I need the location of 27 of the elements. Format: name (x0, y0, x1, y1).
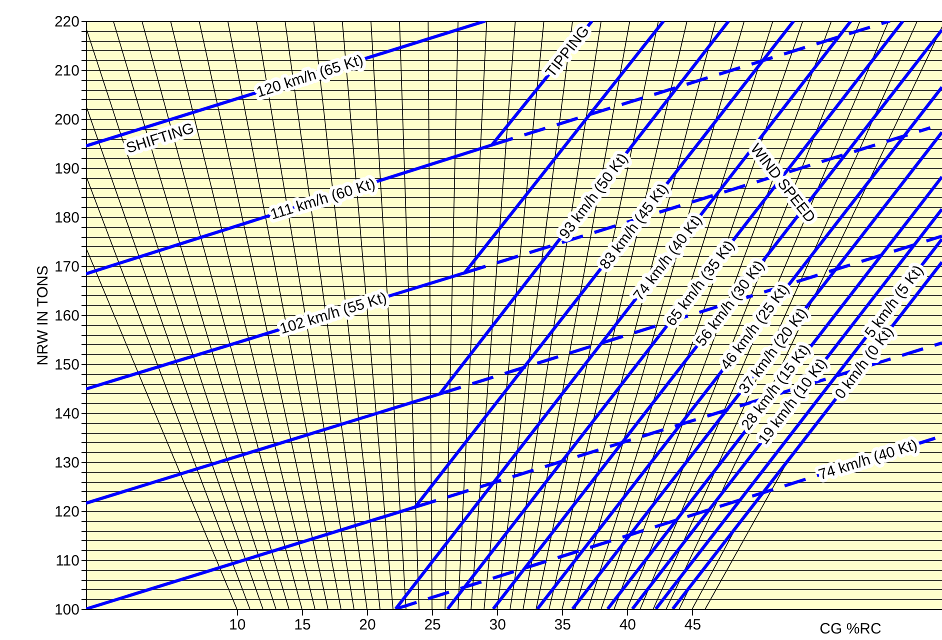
y-tick-label: 200 (54, 112, 80, 128)
annotation: 74 km/h (40 Kt) (816, 436, 920, 484)
y-axis-title: NRW IN TONS (34, 265, 52, 366)
x-tick-label: 20 (359, 616, 376, 634)
x-tick-label: 45 (684, 616, 702, 634)
y-tick-label: 120 (54, 504, 80, 520)
y-tick-label: 140 (54, 406, 80, 422)
x-tick-label: 30 (489, 616, 506, 634)
y-tick-label: 150 (54, 356, 80, 374)
x-tick-label: 35 (554, 616, 571, 634)
x-tick-label: 10 (229, 616, 246, 634)
x-axis-title: CG %RC (820, 620, 882, 638)
y-tick-label: 210 (54, 62, 80, 80)
x-tick-label: 15 (294, 616, 311, 634)
y-tick-label: 170 (54, 258, 80, 276)
annotation: 120 km/h (65 Kt) (254, 52, 366, 102)
y-tick-label: 100 (54, 602, 80, 618)
annotation: 102 km/h (55 Kt) (278, 289, 389, 338)
y-tick-label: 110 (56, 552, 80, 570)
x-tick-label: 40 (619, 616, 636, 634)
y-tick-label: 130 (54, 454, 80, 472)
y-tick-label: 160 (54, 308, 80, 324)
y-tick-label: 180 (54, 210, 80, 226)
y-tick-label: 220 (54, 14, 80, 30)
annotation: 111 km/h (60 Kt) (268, 175, 378, 224)
x-tick-label: 25 (424, 616, 441, 634)
y-tick-label: 190 (54, 160, 80, 178)
